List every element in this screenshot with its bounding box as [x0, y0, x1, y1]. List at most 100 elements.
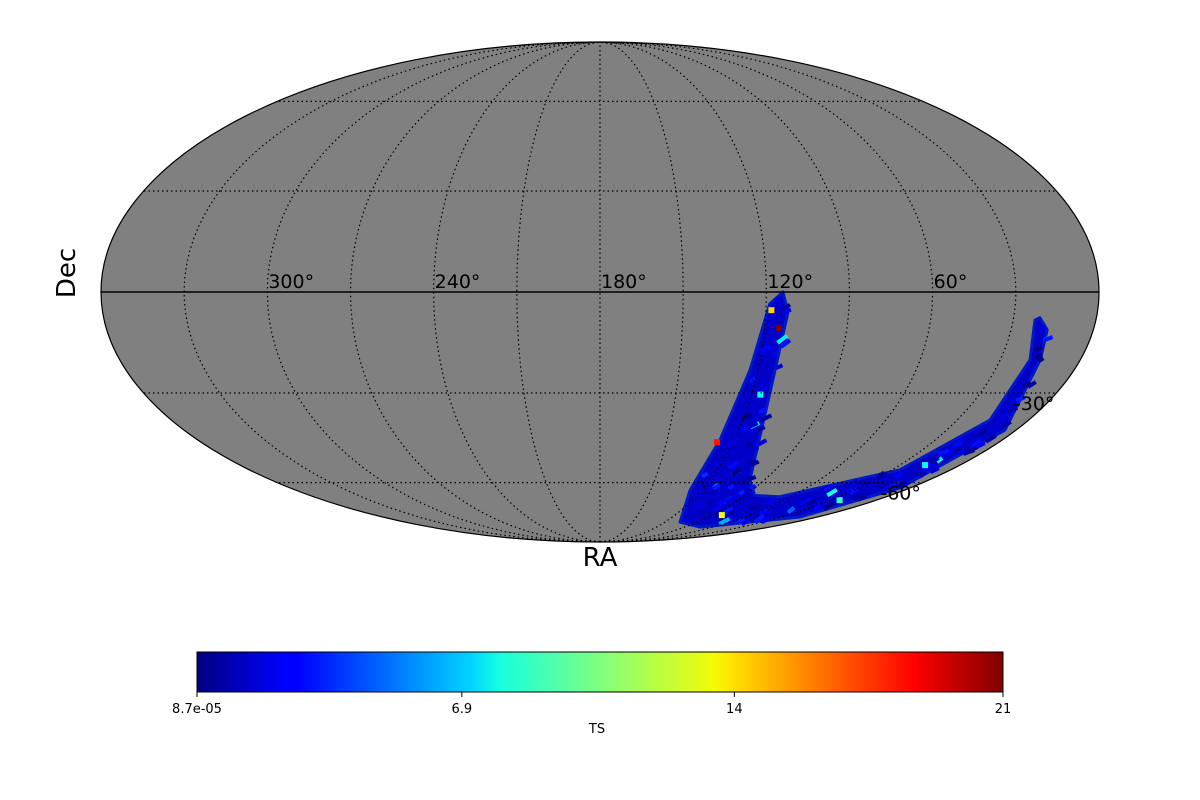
ts-pixel [999, 411, 1010, 421]
ts-pixel [750, 459, 760, 467]
ts-pixel [956, 447, 969, 456]
ts-pixel [1015, 395, 1026, 403]
ts-pixel [711, 483, 721, 491]
ts-pixel [1038, 324, 1046, 331]
ts-hotspot [775, 324, 782, 331]
colorbar: 8.7e-05 6.9 14 21 TS [172, 651, 1011, 737]
ts-pixel [935, 456, 944, 464]
ts-pixel [709, 460, 718, 468]
ts-pixel [962, 448, 975, 456]
ts-pixel [716, 498, 726, 507]
ts-pixel [956, 438, 964, 445]
ts-pixel [762, 325, 771, 333]
ra-tick-label: 240° [435, 271, 481, 293]
ts-pixel [748, 421, 759, 429]
ts-pixel [743, 453, 755, 462]
ts-pixel [1043, 335, 1054, 343]
sky-boundary [100, 41, 1100, 543]
ts-hotspot [836, 497, 843, 504]
ts-pixel [929, 466, 940, 475]
ts-pixel [813, 505, 822, 513]
ts-pixel [770, 351, 778, 358]
ts-pixel [759, 508, 768, 516]
ts-pixel [779, 337, 789, 345]
ra-tick-label: 300° [268, 271, 314, 293]
ts-pixel [750, 514, 761, 523]
ts-pixel [760, 413, 773, 422]
colorbar-gradient [196, 651, 1004, 693]
ts-pixel [722, 507, 735, 515]
ts-pixel [875, 483, 883, 491]
ts-pixel [782, 307, 792, 315]
colorbar-label: TS [588, 722, 605, 737]
ts-hotspot [718, 512, 725, 519]
ts-pixel [889, 480, 902, 489]
ts-pixel [902, 479, 911, 487]
ts-pixel [1001, 420, 1012, 429]
ts-pixel [730, 492, 741, 501]
ts-pixel [945, 446, 957, 458]
ts-pixel [1026, 380, 1037, 389]
ra-tick-label: 120° [767, 271, 813, 293]
ts-pixel [893, 470, 904, 480]
ts-pixel [937, 448, 950, 457]
ts-pixel [852, 492, 865, 501]
colorbar-tick-label: 8.7e-05 [172, 702, 222, 717]
ts-pixel [758, 407, 767, 415]
ts-pixel [985, 433, 997, 444]
ts-pixel [715, 458, 727, 469]
tick-labels: 300° 240° 180° 120° 60° -30° -60° [268, 271, 1054, 505]
ts-pixel [1007, 405, 1019, 414]
ts-pixel [970, 438, 983, 448]
ts-pixel [978, 428, 987, 436]
ts-pixel [822, 500, 835, 512]
ts-pixel [766, 498, 776, 506]
ts-pixel [739, 425, 750, 433]
dec-tick-label: -60° [880, 483, 921, 505]
ts-pixel [775, 363, 784, 370]
ts-hotspot [757, 391, 764, 398]
ra-tick-label: 60° [934, 271, 968, 293]
ts-pixel [805, 498, 816, 507]
ts-pixel [786, 506, 796, 515]
ts-pixel [779, 338, 792, 349]
ts-coverage-region [678, 290, 1054, 529]
ts-pixel [773, 295, 782, 304]
ts-pixel [746, 441, 753, 448]
ts-pixel [727, 453, 735, 461]
ts-pixel [711, 503, 724, 514]
ts-pixel [975, 441, 986, 449]
ts-pixel [718, 516, 731, 526]
coverage-fill [678, 290, 1049, 529]
ts-pixel [918, 470, 928, 479]
ts-hotspot [922, 462, 929, 469]
ts-pixel [740, 412, 752, 421]
ts-pixel [826, 487, 838, 498]
colorbar-tick-label: 14 [726, 702, 743, 717]
ts-pixel [749, 503, 761, 512]
ts-pixel [707, 488, 715, 495]
ts-pixel [757, 438, 768, 447]
ts-pixel [729, 435, 740, 444]
ts-pixel [736, 516, 746, 525]
meridian-line [433, 42, 601, 542]
ts-pixel [693, 501, 706, 510]
ts-hotspot [714, 439, 721, 446]
ts-pixel [823, 484, 833, 493]
ts-pixel [740, 519, 748, 526]
ts-pixel [727, 509, 736, 516]
ts-pixel [742, 394, 751, 402]
ts-pixel [700, 487, 710, 496]
ts-pixel [776, 334, 789, 345]
ts-pixel [701, 471, 709, 479]
ts-pixel [749, 484, 757, 491]
y-axis-label: Dec [52, 248, 82, 298]
ts-pixel [727, 483, 735, 491]
ts-hotspot [768, 307, 775, 314]
ts-pixel [1022, 381, 1032, 389]
ts-pixel [928, 456, 940, 465]
ts-pixel [701, 508, 713, 517]
dec-tick-label: -30° [1014, 393, 1055, 415]
ts-pixel [913, 470, 922, 477]
